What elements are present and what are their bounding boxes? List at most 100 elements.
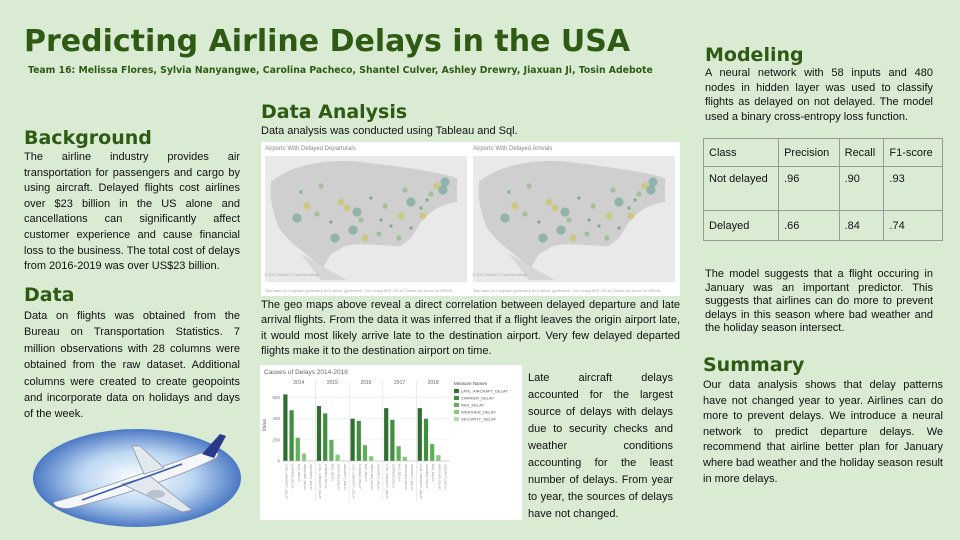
x-tick-label: WEATHER_DELAY	[303, 464, 307, 490]
bar	[417, 408, 422, 461]
bar	[356, 420, 361, 461]
airport-dot	[376, 231, 382, 237]
bar	[430, 444, 435, 461]
analysis-intro: Data analysis was conducted using Tablea…	[261, 125, 518, 137]
airport-dot	[597, 224, 601, 228]
x-tick-label: WEATHER_DELAY	[337, 464, 341, 490]
causes-text: Late aircraft delays accounted for the l…	[528, 372, 673, 520]
metrics-header-precision: Precision	[778, 138, 840, 167]
metrics-precision-cell: .96	[778, 166, 840, 211]
bar	[301, 453, 307, 461]
legend-swatch	[454, 417, 459, 421]
airport-dot	[526, 183, 532, 189]
airport-dot	[330, 233, 340, 243]
airplane-icon	[53, 434, 226, 513]
bar	[369, 456, 374, 461]
airport-dot	[433, 182, 441, 190]
airport-dot	[556, 225, 566, 235]
map-left-airport-dots	[292, 177, 450, 243]
airport-dot	[551, 204, 559, 212]
airport-dot	[292, 213, 302, 223]
category-label: 2015	[327, 380, 338, 386]
metrics-f1-cell: .74	[883, 210, 943, 241]
airport-dot	[440, 177, 450, 187]
y-tick-label: 600	[272, 395, 280, 400]
metrics-header-f1: F1-score	[883, 138, 943, 167]
bar	[335, 454, 340, 461]
legend-swatch	[454, 389, 459, 393]
airport-dot	[538, 233, 548, 243]
map-left-copyright: © 2021 Mapbox © OpenStreetMap	[265, 273, 319, 277]
airport-dot	[382, 203, 388, 209]
airport-dot	[577, 196, 581, 200]
causes-chart-panel: Causes of Delays 2014-2018 Value 600 400 20…	[260, 365, 522, 520]
metrics-header-recall: Recall	[838, 138, 885, 167]
airport-dot	[522, 211, 528, 217]
x-tick-label: LATE_AIRCRAFT_DELAY	[352, 464, 356, 499]
map-right-airport-dots	[500, 177, 658, 243]
airport-dot	[438, 185, 448, 195]
x-tick-label: SECURITY_DELAY	[309, 464, 313, 490]
metrics-precision-cell: .66	[778, 210, 840, 241]
x-tick-label: SECURITY_DELAY	[410, 464, 414, 490]
x-tick-label: SECURITY_DELAY	[376, 464, 380, 490]
bar	[329, 439, 334, 461]
y-tick-label: 0	[277, 459, 280, 464]
y-tick-label: 200	[272, 437, 280, 442]
airport-dot	[545, 198, 553, 206]
airport-dot	[511, 202, 519, 210]
bar	[323, 413, 328, 461]
bar	[283, 394, 288, 461]
x-tick-label: LATE_AIRCRAFT_DELAY	[318, 464, 322, 499]
analysis-heading: Data Analysis	[261, 101, 408, 123]
x-tick-label: NAS_DELAY	[431, 464, 435, 481]
airport-dot	[617, 226, 621, 230]
airport-dot	[409, 226, 413, 230]
airport-dot	[646, 185, 656, 195]
airport-dot	[402, 187, 408, 193]
airport-dot	[361, 234, 369, 242]
table-row: Not delayed .96 .90 .93	[702, 166, 943, 211]
x-tick-label: WEATHER_DELAY	[370, 464, 374, 490]
airport-dot	[303, 202, 311, 210]
x-tick-label: WEATHER_DELAY	[437, 464, 441, 490]
airport-dot	[605, 212, 613, 220]
modeling-heading: Modeling	[705, 44, 804, 66]
airport-dot	[428, 191, 434, 197]
airport-dot	[299, 190, 303, 194]
legend-swatch	[454, 396, 459, 400]
bar	[396, 446, 401, 461]
metrics-f1-cell: .93	[883, 166, 943, 211]
metrics-class-cell: Not delayed	[702, 166, 780, 211]
background-text: The airline industry provides air transp…	[24, 151, 240, 273]
y-axis-label: Value	[262, 419, 268, 432]
x-tick-label: CARRIER_DELAY	[391, 464, 395, 489]
airport-dot	[348, 225, 358, 235]
airport-dot	[358, 217, 364, 223]
metrics-header-class: Class	[702, 138, 780, 167]
airport-dot	[425, 198, 429, 202]
team-members: Team 16: Melissa Flores, Sylvia Nanyangw…	[28, 65, 653, 76]
summary-text: Our data analysis shows that delay patte…	[703, 379, 943, 485]
airport-dot	[314, 211, 320, 217]
category-label: 2017	[394, 380, 405, 386]
airport-dot	[641, 182, 649, 190]
x-tick-label: SECURITY_DELAY	[343, 464, 347, 490]
bar	[295, 437, 300, 461]
legend-title: Measure Names	[454, 381, 488, 386]
airport-dot	[627, 212, 635, 220]
metrics-recall-cell: .90	[838, 166, 885, 211]
legend-entry: NAS_DELAY	[461, 403, 485, 408]
model-finding-text: The model suggests that a flight occurin…	[705, 268, 933, 334]
airport-dot	[419, 212, 427, 220]
airport-dot	[587, 218, 591, 222]
x-tick-label: NAS_DELAY	[364, 464, 368, 481]
airport-dot	[406, 197, 416, 207]
airport-dot	[560, 207, 570, 217]
airport-dot	[569, 234, 577, 242]
summary-heading: Summary	[703, 354, 805, 376]
x-tick-label: CARRIER_DELAY	[425, 464, 429, 489]
airport-dot	[610, 187, 616, 193]
airport-dot	[337, 198, 345, 206]
airport-dot	[396, 235, 402, 241]
